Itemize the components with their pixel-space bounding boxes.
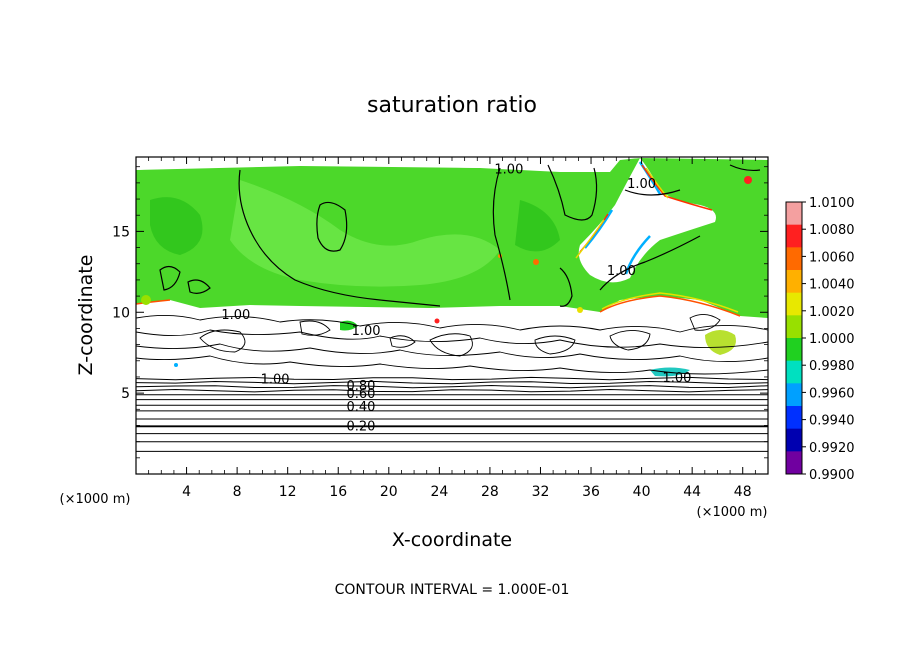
contour-label: 1.00 bbox=[494, 162, 523, 177]
contour-label: 1.00 bbox=[607, 264, 636, 279]
colorbar-label: 0.9920 bbox=[809, 441, 855, 456]
colorbar-segment bbox=[786, 360, 802, 384]
contour-line-lower bbox=[136, 388, 768, 393]
colorbar-label: 0.9960 bbox=[809, 386, 855, 401]
green-field-light-patches bbox=[230, 180, 500, 287]
contour-line-lower bbox=[136, 380, 768, 385]
contour-label: 0.80 bbox=[347, 379, 376, 394]
colorbar-segment bbox=[786, 247, 802, 271]
y-tick-label: 15 bbox=[112, 224, 130, 240]
contours-lower bbox=[136, 376, 768, 452]
contour-label: 1.00 bbox=[352, 324, 381, 339]
y-tick-label: 5 bbox=[121, 386, 130, 402]
colorbar-label: 1.0100 bbox=[809, 196, 855, 211]
contour-label: 1.00 bbox=[261, 373, 290, 388]
colorbar-label: 1.0000 bbox=[809, 332, 855, 347]
contour-label: 0.60 bbox=[347, 387, 376, 402]
scattered-patches bbox=[141, 176, 752, 377]
plot-area bbox=[136, 157, 768, 474]
x-axis-ticks: 4 8 12 16 20 24 28 32 36 40 44 48 bbox=[148, 157, 756, 500]
contour-label: 1.00 bbox=[221, 308, 250, 323]
colorbar-label: 1.0060 bbox=[809, 250, 855, 265]
contour-label: 0.40 bbox=[347, 400, 376, 415]
colorbar-segment bbox=[786, 338, 802, 362]
x-tick-label: 48 bbox=[734, 484, 752, 500]
y-tick-label: 10 bbox=[112, 305, 130, 321]
colorbar-segment bbox=[786, 383, 802, 407]
chart-title: saturation ratio bbox=[367, 93, 537, 118]
contour-line-lower bbox=[136, 376, 768, 381]
colorbar-segment bbox=[786, 224, 802, 248]
x-tick-label: 32 bbox=[532, 484, 550, 500]
contour-interval-note: CONTOUR INTERVAL = 1.000E-01 bbox=[335, 582, 570, 598]
y-unit-label: (×1000 m) bbox=[60, 492, 131, 507]
x-tick-label: 24 bbox=[430, 484, 448, 500]
colorbar-segment bbox=[786, 270, 802, 294]
contour-label: 1.00 bbox=[663, 371, 692, 386]
y-axis-label: Z-coordinate bbox=[75, 255, 97, 376]
contours-middle bbox=[136, 314, 768, 375]
colorbar-label: 1.0080 bbox=[809, 223, 855, 238]
cloud-base-yellow bbox=[601, 292, 739, 313]
subsaturated-tongue bbox=[578, 158, 716, 283]
tongue-yellow-edge bbox=[575, 167, 669, 259]
x-tick-label: 28 bbox=[481, 484, 499, 500]
colorbar-label: 0.9900 bbox=[809, 468, 855, 483]
colorbar-label: 1.0020 bbox=[809, 305, 855, 320]
x-tick-label: 20 bbox=[380, 484, 398, 500]
colorbar-segment bbox=[786, 406, 802, 430]
contours-upper bbox=[159, 164, 761, 307]
cloud-base-fringe bbox=[136, 295, 741, 317]
contour-label: 1.00 bbox=[627, 177, 656, 192]
x-tick-label: 8 bbox=[233, 484, 242, 500]
x-tick-label: 40 bbox=[633, 484, 651, 500]
colorbar: 1.0100 1.0080 1.0060 1.0040 1.0020 1.0000 0.99… bbox=[785, 196, 855, 483]
x-tick-label: 16 bbox=[329, 484, 347, 500]
colorbar-label: 0.9980 bbox=[809, 359, 855, 374]
x-tick-label: 36 bbox=[582, 484, 600, 500]
contour-labels: 1.00 1.00 1.00 1.00 1.00 1.00 1.00 0.800.600.40… bbox=[221, 162, 691, 434]
y-axis-ticks: 5 10 15 bbox=[112, 166, 768, 459]
colorbar-segment bbox=[786, 451, 802, 475]
colorbar-segment bbox=[786, 202, 802, 226]
x-axis-label: X-coordinate bbox=[392, 529, 512, 551]
contour-label: 0.20 bbox=[347, 419, 376, 434]
contour-line-lower bbox=[136, 384, 768, 389]
colorbar-label: 0.9940 bbox=[809, 414, 855, 429]
colorbar-label: 1.0040 bbox=[809, 278, 855, 293]
colorbar-segment bbox=[786, 292, 802, 316]
green-field-dark-patches bbox=[150, 197, 560, 255]
top-white-band bbox=[136, 157, 768, 170]
x-tick-label: 44 bbox=[683, 484, 701, 500]
colorbar-segment bbox=[786, 315, 802, 339]
colorbar-segment bbox=[786, 428, 802, 452]
x-tick-label: 12 bbox=[279, 484, 297, 500]
x-unit-label: (×1000 m) bbox=[697, 505, 768, 520]
x-tick-label: 4 bbox=[182, 484, 191, 500]
